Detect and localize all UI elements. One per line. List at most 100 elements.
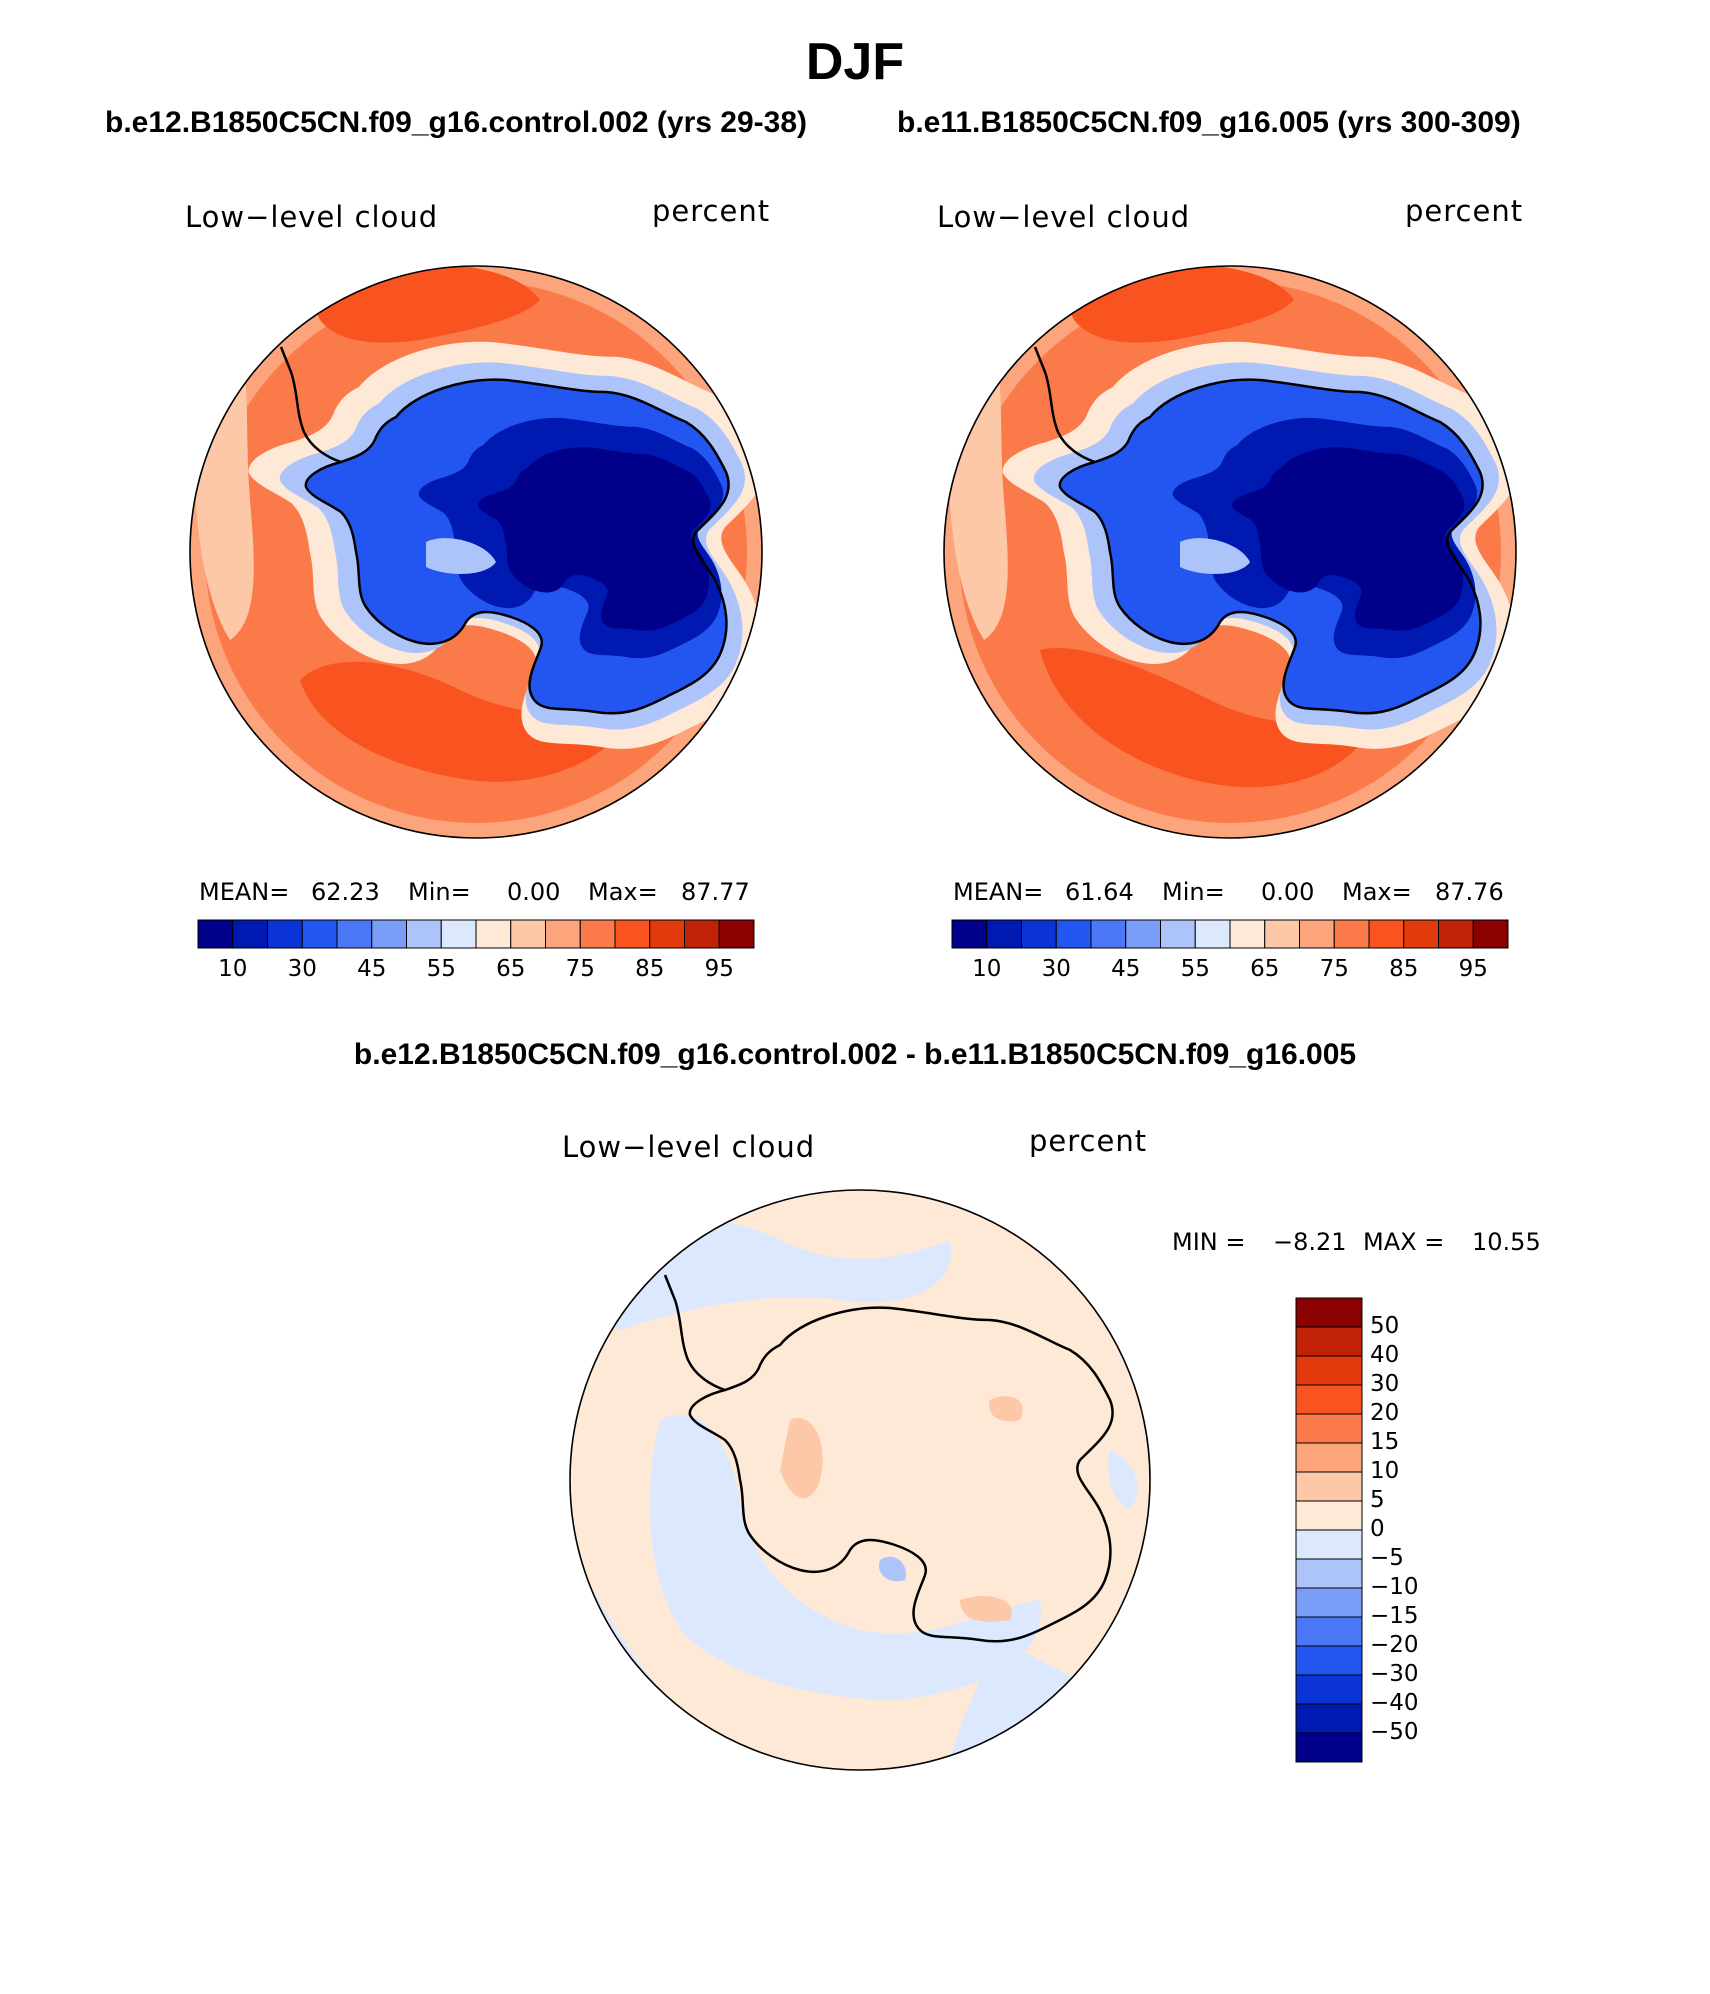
panel-a-max-label: Max= [588,878,658,906]
colorbar-b-tick-label: 55 [1180,956,1210,982]
colorbar-a-swatch [440,919,477,949]
colorbar-a-tick-label: 10 [218,956,248,982]
colorbar-b-tick-label: 75 [1319,956,1349,982]
colorbar-a-tick-label: 85 [635,956,665,982]
colorbar-diff-tick-label: 50 [1370,1313,1400,1339]
panel-a-min-label: Min= [408,878,471,906]
colorbar-b-tick-label: 65 [1250,956,1280,982]
panel-b-max-label: Max= [1342,878,1412,906]
colorbar-diff-tick-label: 5 [1370,1487,1385,1513]
colorbar-diff-tick-label: −30 [1370,1661,1419,1687]
colorbar-diff-swatch [1295,1674,1363,1705]
colorbar-a-swatch [232,919,268,949]
panel-a-mean-label: MEAN= [199,878,290,906]
colorbar-b-swatch [1055,919,1092,949]
panel-b-variable: Low−level cloud [937,200,1191,234]
colorbar-b-tick-label: 85 [1389,956,1419,982]
map-panel-a-border [189,265,763,839]
panel-b-mean-label: MEAN= [953,878,1044,906]
panel-a-units: percent [652,194,771,228]
panel-a-title: b.e12.B1850C5CN.f09_g16.control.002 (yrs… [105,106,808,139]
colorbar-diff-swatch [1295,1326,1363,1357]
colorbar-diff-tick-label: −40 [1370,1690,1419,1716]
panel-b-mean-value: 61.64 [1065,878,1134,906]
panel-b-title: b.e11.B1850C5CN.f09_g16.005 (yrs 300-309… [897,106,1521,139]
diff-units: percent [1029,1124,1148,1158]
diff-max-value: 10.55 [1472,1228,1541,1256]
colorbar-diff-swatch [1295,1645,1363,1676]
colorbar-a-swatch [267,919,303,949]
colorbar-b-swatch [1160,919,1196,949]
colorbar-a-swatch [371,919,407,949]
colorbar-a-swatch [301,919,338,949]
colorbar-a-swatch [510,919,546,949]
colorbar-b-swatch [1194,919,1231,949]
map-panel-b [944,266,1516,838]
colorbar-b-swatch [1403,919,1439,949]
colorbar-b-swatch [951,919,988,949]
colorbar-diff-swatch [1295,1384,1363,1415]
colorbar-a-tick-label: 95 [704,956,734,982]
colorbar-a-tick-label: 45 [357,956,387,982]
colorbar-a-swatch [614,919,651,949]
colorbar-a-swatch [718,919,755,949]
colorbar-a-swatch [579,919,616,949]
colorbar-diff-tick-label: −10 [1370,1574,1419,1600]
colorbar-b-swatch [1438,919,1474,949]
panel-a-variable: Low−level cloud [185,200,439,234]
colorbar-diff-swatch [1295,1703,1363,1734]
colorbar-panel-b [951,919,1509,949]
colorbar-diff-swatch [1295,1616,1363,1647]
panel-b-max-value: 87.76 [1435,878,1504,906]
colorbar-b-tick-label: 10 [972,956,1002,982]
colorbar-a-tick-label: 65 [496,956,526,982]
colorbar-diff-tick-label: −20 [1370,1632,1419,1658]
map-difference-border [569,1189,1151,1771]
diff-panel-title: b.e12.B1850C5CN.f09_g16.control.002 - b.… [353,1038,1357,1071]
colorbar-diff-tick-label: 10 [1370,1458,1400,1484]
panel-b-min-value: 0.00 [1261,878,1315,906]
colorbar-difference [1295,1297,1363,1763]
diff-variable: Low−level cloud [562,1130,816,1164]
colorbar-diff-swatch [1295,1471,1363,1502]
colorbar-b-swatch [1472,919,1509,949]
map-panel-b-border [943,265,1517,839]
map-difference [570,1190,1150,1770]
diff-min-label: MIN = [1172,1228,1246,1256]
colorbar-b-swatch [1333,919,1370,949]
diff-max-label: MAX = [1363,1228,1445,1256]
colorbar-diff-tick-label: −50 [1370,1719,1419,1745]
colorbar-diff-tick-label: −5 [1370,1545,1404,1571]
colorbar-a-tick-label: 30 [287,956,317,982]
diff-min-value: −8.21 [1273,1228,1347,1256]
colorbar-diff-swatch [1295,1558,1363,1589]
colorbar-diff-swatch [1295,1732,1363,1763]
colorbar-diff-swatch [1295,1413,1363,1444]
colorbar-b-swatch [1125,919,1161,949]
colorbar-diff-tick-label: −15 [1370,1603,1419,1629]
colorbar-a-swatch [197,919,234,949]
colorbar-diff-swatch [1295,1587,1363,1618]
colorbar-a-swatch [684,919,720,949]
colorbar-a-swatch [649,919,685,949]
colorbar-diff-swatch [1295,1297,1363,1328]
panel-a-max-value: 87.77 [681,878,750,906]
colorbar-a-swatch [336,919,373,949]
colorbar-diff-tick-label: 40 [1370,1342,1400,1368]
colorbar-b-tick-label: 30 [1041,956,1071,982]
colorbar-b-swatch [1229,919,1266,949]
colorbar-a-tick-label: 75 [565,956,595,982]
colorbar-b-tick-label: 45 [1111,956,1141,982]
colorbar-diff-tick-label: 15 [1370,1429,1400,1455]
colorbar-diff-tick-label: 20 [1370,1400,1400,1426]
panel-a-min-value: 0.00 [507,878,561,906]
colorbar-b-swatch [1021,919,1057,949]
colorbar-b-swatch [1264,919,1300,949]
colorbar-b-swatch [1368,919,1405,949]
colorbar-b-swatch [1299,919,1335,949]
colorbar-diff-swatch [1295,1500,1363,1531]
colorbar-b-swatch [986,919,1022,949]
colorbar-diff-swatch [1295,1355,1363,1386]
panel-b-units: percent [1405,194,1524,228]
colorbar-diff-tick-label: 0 [1370,1516,1385,1542]
